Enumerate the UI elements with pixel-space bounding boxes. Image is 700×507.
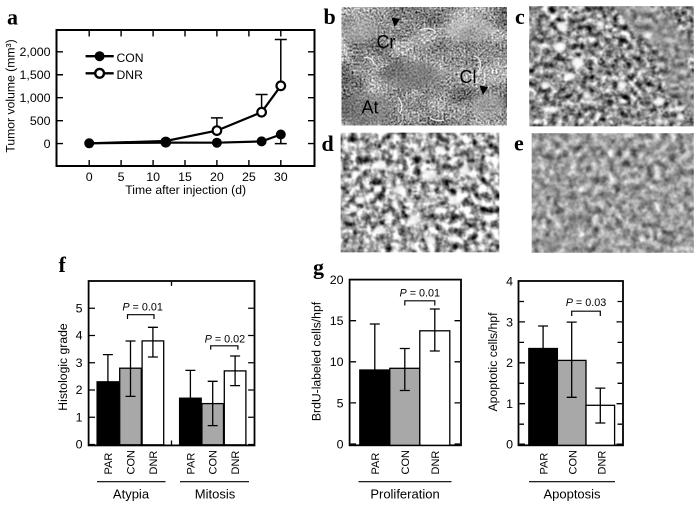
svg-text:30: 30	[274, 170, 288, 184]
svg-text:Histologic grade: Histologic grade	[56, 323, 70, 411]
svg-text:DNR: DNR	[117, 68, 144, 82]
svg-text:DNR: DNR	[596, 451, 608, 475]
svg-text:0: 0	[44, 137, 51, 151]
svg-text:Tumor volume (mm³): Tumor volume (mm³)	[4, 39, 18, 152]
svg-text:PAR: PAR	[539, 453, 551, 475]
svg-text:20: 20	[330, 273, 344, 287]
svg-text:At: At	[362, 98, 379, 118]
svg-text:1: 1	[76, 410, 83, 424]
svg-text:Proliferation: Proliferation	[370, 487, 439, 502]
svg-text:4: 4	[506, 274, 513, 288]
svg-text:CON: CON	[117, 51, 144, 65]
svg-text:a: a	[7, 5, 18, 30]
svg-text:15: 15	[330, 314, 344, 328]
svg-text:25: 25	[242, 170, 256, 184]
svg-text:Cr: Cr	[377, 32, 396, 52]
svg-text:15: 15	[178, 170, 192, 184]
svg-text:500: 500	[30, 114, 51, 128]
svg-text:DNR: DNR	[148, 451, 160, 475]
svg-text:d: d	[322, 131, 334, 156]
svg-text:0: 0	[337, 437, 344, 451]
svg-text:2,000: 2,000	[19, 45, 50, 59]
svg-text:P = 0.01: P = 0.01	[122, 302, 163, 314]
svg-text:c: c	[515, 4, 525, 29]
svg-text:10: 10	[330, 355, 344, 369]
svg-text:0: 0	[86, 170, 93, 184]
svg-text:0: 0	[506, 438, 513, 452]
svg-text:PAR: PAR	[185, 453, 197, 475]
svg-text:5: 5	[118, 170, 125, 184]
svg-text:20: 20	[210, 170, 224, 184]
svg-text:1: 1	[506, 397, 513, 411]
svg-text:e: e	[514, 131, 524, 156]
svg-text:Apoptotic cells/hpf: Apoptotic cells/hpf	[486, 312, 500, 412]
svg-text:CON: CON	[568, 450, 580, 475]
svg-text:2: 2	[506, 356, 513, 370]
svg-text:P = 0.01: P = 0.01	[400, 288, 441, 300]
svg-text:3: 3	[76, 356, 83, 370]
svg-text:DNR: DNR	[230, 451, 242, 475]
svg-text:CON: CON	[400, 450, 412, 475]
svg-text:10: 10	[146, 170, 160, 184]
svg-text:Atypia: Atypia	[113, 487, 150, 502]
svg-text:3: 3	[506, 315, 513, 329]
svg-text:PAR: PAR	[103, 453, 115, 475]
svg-text:CON: CON	[126, 450, 138, 475]
svg-text:DNR: DNR	[430, 451, 442, 475]
svg-text:BrdU-labeled cells/hpf: BrdU-labeled cells/hpf	[309, 301, 323, 421]
svg-text:g: g	[313, 255, 324, 280]
svg-text:4: 4	[76, 329, 83, 343]
svg-text:1,000: 1,000	[19, 91, 50, 105]
svg-text:Mitosis: Mitosis	[195, 487, 236, 502]
svg-text:P = 0.03: P = 0.03	[566, 297, 607, 309]
svg-text:CON: CON	[208, 450, 220, 475]
svg-text:b: b	[324, 4, 336, 29]
svg-text:5: 5	[337, 396, 344, 410]
svg-text:1,500: 1,500	[19, 68, 50, 82]
svg-text:5: 5	[76, 301, 83, 315]
svg-text:Cl: Cl	[460, 67, 477, 87]
svg-text:f: f	[59, 252, 67, 277]
svg-text:2: 2	[76, 383, 83, 397]
svg-text:P = 0.02: P = 0.02	[205, 333, 246, 345]
svg-text:Time after injection (d): Time after injection (d)	[125, 183, 246, 197]
svg-text:PAR: PAR	[370, 453, 382, 475]
svg-text:Apoptosis: Apoptosis	[543, 487, 601, 502]
svg-text:0: 0	[76, 438, 83, 452]
